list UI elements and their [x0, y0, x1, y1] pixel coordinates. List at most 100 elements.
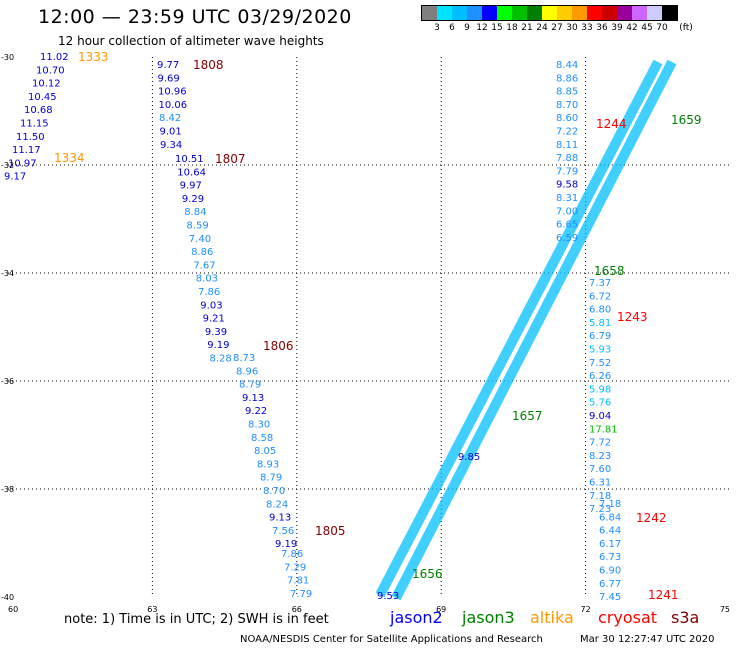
wave-height-value: 9.21 [203, 314, 225, 325]
wave-height-value: 7.81 [287, 576, 309, 587]
wave-height-value: 7.79 [290, 589, 312, 600]
wave-height-value: 7.18 [599, 499, 621, 510]
wave-height-value: 6.79 [589, 331, 611, 342]
lat-tick-label: -34 [1, 269, 14, 278]
wave-height-value: 11.15 [20, 119, 49, 130]
lon-tick-label: 72 [581, 605, 591, 614]
mission-jason2: jason2 [390, 608, 443, 627]
footer-note: note: 1) Time is in UTC; 2) SWH is in fe… [64, 612, 329, 627]
legend-swatch [602, 6, 617, 20]
pass-time-label: 1806 [263, 339, 294, 353]
wave-height-value: 9.39 [205, 327, 227, 338]
legend-swatch [437, 6, 452, 20]
wave-height-value: 7.86 [281, 549, 303, 560]
wave-height-value: 6.65 [556, 220, 578, 231]
legend-tick-label: 18 [506, 23, 518, 33]
wave-height-value: 10.96 [158, 87, 187, 98]
lat-tick-label: -36 [1, 377, 14, 386]
legend-tick-label: 27 [551, 23, 563, 33]
wave-height-value: 9.34 [160, 140, 182, 151]
pass-time-label: 1808 [193, 58, 224, 72]
wave-height-value: 8.60 [556, 113, 578, 124]
pass-time-label: 1656 [412, 567, 443, 581]
legend-tick-label: 70 [656, 23, 668, 33]
legend-swatch [482, 6, 497, 20]
legend-swatches [421, 5, 678, 21]
wave-height-value: 10.97 [8, 158, 37, 169]
wave-height-value: 9.22 [245, 406, 267, 417]
credit-line: NOAA/NESDIS Center for Satellite Applica… [240, 634, 543, 645]
lat-tick-label: -40 [1, 593, 14, 602]
legend-tick-label: 12 [476, 23, 488, 33]
page-title: 12:00 — 23:59 UTC 03/29/2020 [38, 6, 352, 28]
legend-tick-label: 6 [449, 23, 455, 33]
wave-height-value: 9.01 [160, 127, 182, 138]
legend-tick-label: 39 [611, 23, 623, 33]
pass-time-label: 1807 [215, 152, 246, 166]
wave-height-value: 8.73 [233, 353, 255, 364]
wave-height-value: 6.80 [589, 305, 611, 316]
legend-tick-label: 33 [581, 23, 593, 33]
wave-height-value: 7.22 [556, 127, 578, 138]
legend-swatch [422, 6, 437, 20]
wave-height-value: 9.19 [207, 340, 229, 351]
pass-time-label: 1805 [315, 524, 346, 538]
wave-height-value: 7.86 [198, 287, 220, 298]
wave-height-value: 7.00 [556, 206, 578, 217]
lon-tick-label: 60 [8, 605, 18, 614]
wave-height-value: 8.05 [254, 446, 276, 457]
wave-height-value: 8.96 [236, 366, 258, 377]
wave-height-value: 7.72 [589, 438, 611, 449]
wave-height-value: 9.17 [4, 172, 26, 183]
wave-height-value: 9.29 [182, 194, 204, 205]
wave-height-value: 8.11 [556, 140, 578, 151]
wave-height-value: 7.60 [589, 464, 611, 475]
wave-height-value: 7.79 [556, 166, 578, 177]
legend-tick-label: 45 [641, 23, 653, 33]
wave-height-value: 7.52 [589, 358, 611, 369]
lat-tick-label: -32 [1, 161, 14, 170]
legend-tick-label: 15 [491, 23, 503, 33]
satellite-track-line [391, 59, 677, 601]
legend-tick-label: 3 [434, 23, 440, 33]
wave-height-value: 9.19 [275, 539, 297, 550]
wave-height-value: 6.84 [599, 512, 621, 523]
wave-height-value: 9.13 [269, 513, 291, 524]
lat-tick-label: -38 [1, 485, 14, 494]
page-subtitle: 12 hour collection of altimeter wave hei… [58, 34, 324, 48]
wave-height-value: 6.17 [599, 539, 621, 550]
legend-swatch [497, 6, 512, 20]
color-legend: 3 6 9 12 15 18 21 24 27 30 33 36 39 42 45 70 (ft) [421, 5, 693, 35]
pass-time-label: 1333 [78, 50, 109, 64]
legend-unit: (ft) [679, 23, 693, 33]
mission-cryosat: cryosat [598, 608, 658, 627]
wave-height-value: 8.58 [251, 433, 273, 444]
pass-time-label: 1659 [671, 113, 702, 127]
wave-height-value: 6.90 [599, 566, 621, 577]
legend-swatch [542, 6, 557, 20]
wave-height-value: 7.45 [599, 592, 621, 603]
legend-swatch [587, 6, 602, 20]
wave-height-value: 9.03 [200, 300, 222, 311]
legend-swatch [527, 6, 542, 20]
wave-height-value: 8.30 [248, 420, 270, 431]
satellite-track-line [375, 59, 663, 598]
satellite-track-band [375, 59, 677, 601]
wave-height-value: 9.53 [377, 591, 399, 602]
wave-height-value: 5.76 [589, 398, 611, 409]
wave-height-value: 8.59 [187, 221, 209, 232]
generated-timestamp: Mar 30 12:27:47 UTC 2020 [580, 634, 715, 645]
wave-height-value: 9.69 [158, 73, 180, 84]
wave-height-value: 8.23 [589, 451, 611, 462]
legend-swatch [512, 6, 527, 20]
wave-height-value: 10.64 [177, 167, 206, 178]
wave-height-value: 9.58 [556, 180, 578, 191]
legend-swatch [617, 6, 632, 20]
wave-height-value: 6.26 [589, 371, 611, 382]
wave-height-value: 8.86 [556, 73, 578, 84]
pass-time-label: 1658 [594, 264, 625, 278]
pass-time-label: 1242 [636, 511, 667, 525]
wave-height-value: 8.28 [210, 354, 232, 365]
